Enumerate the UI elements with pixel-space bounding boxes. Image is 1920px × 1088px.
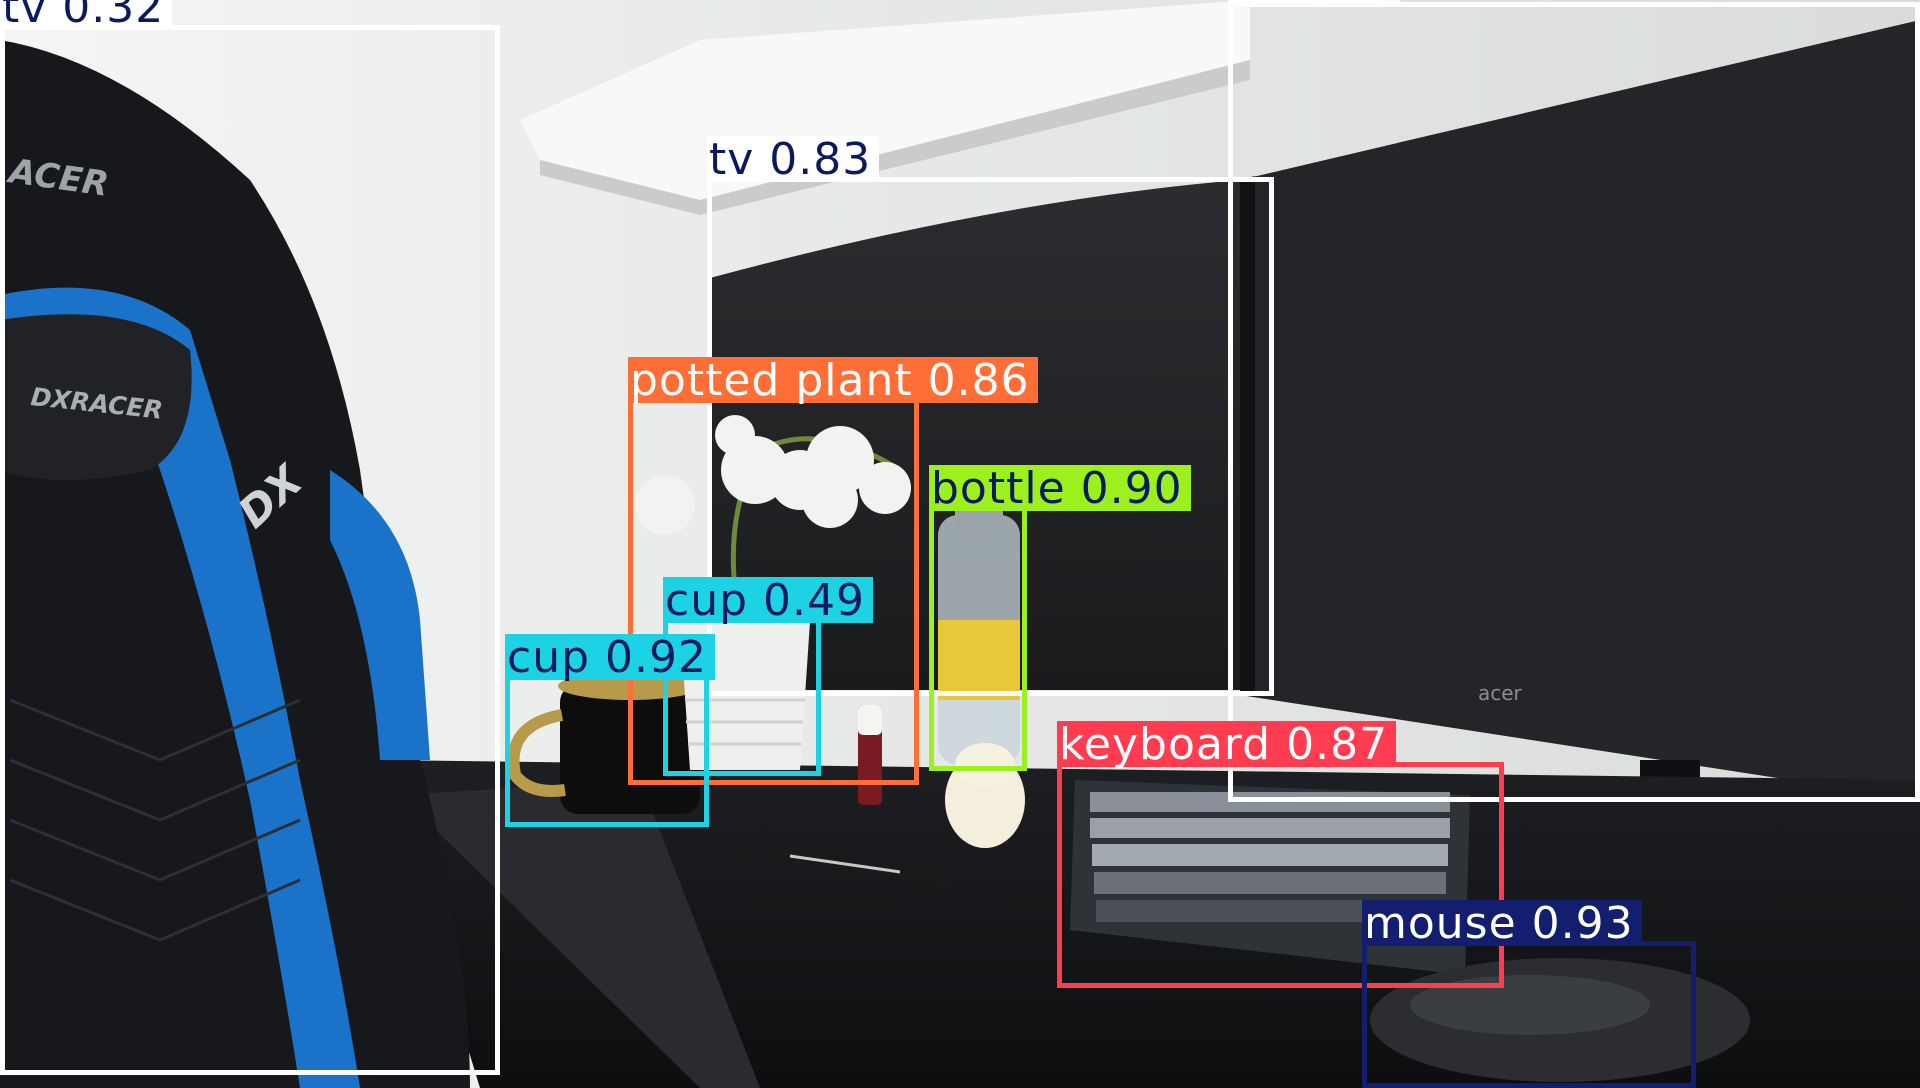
detection-label-potted-plant: potted plant 0.86 <box>628 357 1038 403</box>
detection-box-keyboard: keyboard 0.87 <box>1057 721 1504 988</box>
detection-class: mouse <box>1364 898 1517 949</box>
chair-blue-stripe <box>0 287 360 1088</box>
detection-class: tv <box>709 134 755 185</box>
chair-headrest <box>0 314 192 480</box>
detection-score: 0.49 <box>763 575 865 626</box>
orchid-flowers <box>635 415 911 535</box>
detection-label-tv-chair: tv 0.32 <box>0 0 173 33</box>
detection-box-tv-right: tv 0.93 <box>1228 0 1920 802</box>
chair-blue-wing <box>330 470 430 760</box>
detection-class: keyboard <box>1059 719 1272 770</box>
detection-box-tv-chair: tv 0.32 <box>0 0 500 1075</box>
detection-score: 0.86 <box>927 355 1030 406</box>
monitor-brand-text: acer <box>1478 681 1523 705</box>
detection-class: tv <box>1230 0 1275 10</box>
lip-balm-cap <box>858 705 882 735</box>
detection-class: bottle <box>931 463 1066 514</box>
detection-score: 0.83 <box>769 134 872 185</box>
detection-label-cup-pot: cup 0.49 <box>663 577 873 623</box>
right-monitor-bezel <box>1240 176 1255 697</box>
mug-handle <box>507 709 566 797</box>
detection-box-mouse: mouse 0.93 <box>1362 900 1696 1088</box>
chair-stitching <box>9 698 301 942</box>
detection-score: 0.93 <box>1531 898 1634 949</box>
detection-label-tv-right: tv 0.93 <box>1228 0 1401 10</box>
detection-box-cup-mug: cup 0.92 <box>505 634 715 827</box>
detection-box-bottle: bottle 0.90 <box>929 465 1191 771</box>
detection-class: cup <box>507 632 591 683</box>
pen-highlight <box>789 854 901 874</box>
detection-class: cup <box>665 575 749 626</box>
detection-box-cup-pot: cup 0.49 <box>663 577 873 776</box>
detection-score: 0.32 <box>62 0 165 33</box>
detection-score: 0.90 <box>1080 463 1183 514</box>
right-monitor <box>1240 20 1920 800</box>
detection-label-mouse: mouse 0.93 <box>1362 900 1642 946</box>
detection-score: 0.87 <box>1286 719 1389 770</box>
detection-label-keyboard: keyboard 0.87 <box>1057 719 1397 770</box>
detection-label-tv-center: tv 0.83 <box>707 134 880 185</box>
shelf <box>520 0 1250 200</box>
center-monitor <box>710 180 1240 690</box>
detection-label-cup-mug: cup 0.92 <box>505 634 715 680</box>
detection-box-tv-center: tv 0.83 <box>707 136 1274 696</box>
desk-edge <box>400 780 760 1088</box>
detection-score: 0.93 <box>1290 0 1392 10</box>
detection-score: 0.92 <box>605 632 707 683</box>
duck-figurine-head <box>955 743 1015 787</box>
mouse-highlight <box>1410 975 1650 1035</box>
detection-class: tv <box>2 0 48 33</box>
bottle-label <box>938 620 1020 700</box>
detection-box-potted-plant: potted plant 0.86 <box>628 357 1038 785</box>
detection-class: potted plant <box>630 355 913 406</box>
detection-label-bottle: bottle 0.90 <box>929 465 1191 511</box>
